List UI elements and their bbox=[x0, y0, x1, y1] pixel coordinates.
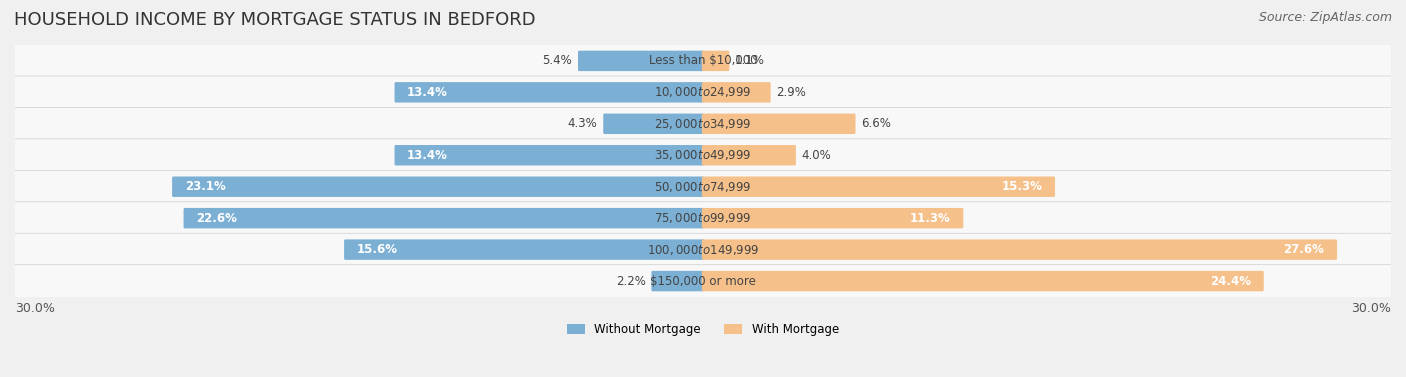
Text: $25,000 to $34,999: $25,000 to $34,999 bbox=[654, 117, 752, 131]
FancyBboxPatch shape bbox=[395, 145, 704, 166]
Text: $50,000 to $74,999: $50,000 to $74,999 bbox=[654, 180, 752, 194]
Text: 30.0%: 30.0% bbox=[1351, 302, 1391, 314]
Text: 11.3%: 11.3% bbox=[910, 211, 950, 225]
Text: 1.1%: 1.1% bbox=[735, 54, 765, 67]
Text: Source: ZipAtlas.com: Source: ZipAtlas.com bbox=[1258, 11, 1392, 24]
FancyBboxPatch shape bbox=[702, 82, 770, 103]
FancyBboxPatch shape bbox=[14, 265, 1392, 297]
FancyBboxPatch shape bbox=[14, 170, 1392, 203]
Text: 4.3%: 4.3% bbox=[568, 117, 598, 130]
Text: 30.0%: 30.0% bbox=[15, 302, 55, 314]
Text: $150,000 or more: $150,000 or more bbox=[650, 274, 756, 288]
FancyBboxPatch shape bbox=[651, 271, 704, 291]
Text: 2.2%: 2.2% bbox=[616, 274, 645, 288]
Text: 15.6%: 15.6% bbox=[357, 243, 398, 256]
FancyBboxPatch shape bbox=[702, 239, 1337, 260]
Text: 15.3%: 15.3% bbox=[1001, 180, 1042, 193]
Text: 22.6%: 22.6% bbox=[197, 211, 238, 225]
FancyBboxPatch shape bbox=[395, 82, 704, 103]
Text: $100,000 to $149,999: $100,000 to $149,999 bbox=[647, 243, 759, 257]
FancyBboxPatch shape bbox=[14, 139, 1392, 172]
Text: 6.6%: 6.6% bbox=[862, 117, 891, 130]
FancyBboxPatch shape bbox=[14, 107, 1392, 140]
Text: 13.4%: 13.4% bbox=[408, 86, 449, 99]
Text: Less than $10,000: Less than $10,000 bbox=[648, 54, 758, 67]
Text: 13.4%: 13.4% bbox=[408, 149, 449, 162]
Text: 27.6%: 27.6% bbox=[1284, 243, 1324, 256]
FancyBboxPatch shape bbox=[172, 176, 704, 197]
Legend: Without Mortgage, With Mortgage: Without Mortgage, With Mortgage bbox=[567, 323, 839, 336]
FancyBboxPatch shape bbox=[184, 208, 704, 228]
Text: 23.1%: 23.1% bbox=[184, 180, 225, 193]
FancyBboxPatch shape bbox=[702, 208, 963, 228]
FancyBboxPatch shape bbox=[344, 239, 704, 260]
Text: $75,000 to $99,999: $75,000 to $99,999 bbox=[654, 211, 752, 225]
Text: 4.0%: 4.0% bbox=[801, 149, 831, 162]
Text: $35,000 to $49,999: $35,000 to $49,999 bbox=[654, 148, 752, 162]
Text: 2.9%: 2.9% bbox=[776, 86, 806, 99]
FancyBboxPatch shape bbox=[702, 176, 1054, 197]
FancyBboxPatch shape bbox=[702, 145, 796, 166]
Text: 24.4%: 24.4% bbox=[1211, 274, 1251, 288]
FancyBboxPatch shape bbox=[702, 51, 730, 71]
FancyBboxPatch shape bbox=[14, 44, 1392, 77]
Text: $10,000 to $24,999: $10,000 to $24,999 bbox=[654, 85, 752, 100]
FancyBboxPatch shape bbox=[14, 233, 1392, 266]
FancyBboxPatch shape bbox=[702, 271, 1264, 291]
FancyBboxPatch shape bbox=[702, 113, 855, 134]
Text: 5.4%: 5.4% bbox=[543, 54, 572, 67]
Text: HOUSEHOLD INCOME BY MORTGAGE STATUS IN BEDFORD: HOUSEHOLD INCOME BY MORTGAGE STATUS IN B… bbox=[14, 11, 536, 29]
FancyBboxPatch shape bbox=[14, 76, 1392, 109]
FancyBboxPatch shape bbox=[603, 113, 704, 134]
FancyBboxPatch shape bbox=[578, 51, 704, 71]
FancyBboxPatch shape bbox=[14, 202, 1392, 234]
